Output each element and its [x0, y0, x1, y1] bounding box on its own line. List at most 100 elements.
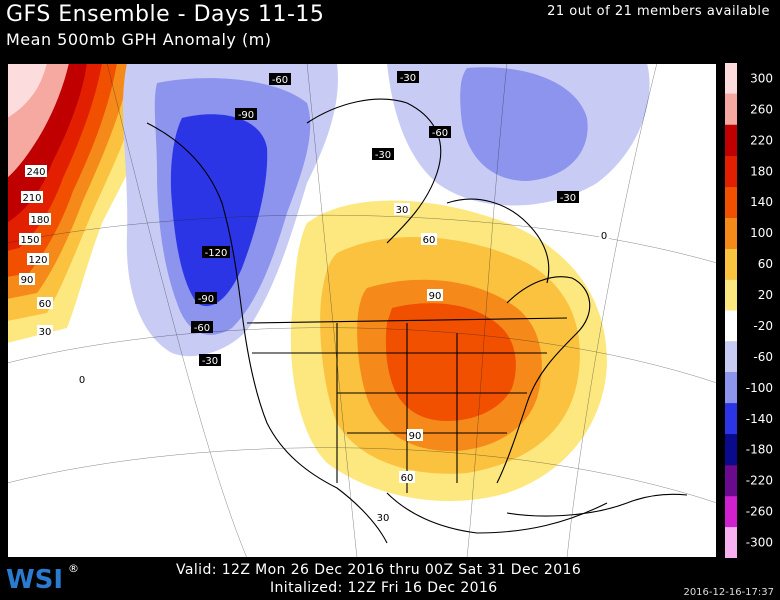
legend-label: -20 — [753, 319, 773, 333]
contour-label: 120 — [28, 255, 47, 266]
legend-label: -220 — [746, 474, 773, 488]
contour-label-bg — [19, 233, 41, 245]
legend-label: 20 — [758, 288, 773, 302]
contour-label: -60 — [432, 128, 448, 139]
contour-label-bg — [27, 253, 49, 265]
contour-label: -120 — [205, 248, 228, 259]
contour-labels: 240 210 180 150 120 90 60 30 0 -60 -90 -30 -120 -90 -6… — [19, 71, 609, 524]
legend-label: -180 — [746, 443, 773, 457]
color-legend: 300 260 220 180 140 100 60 20 -20 -60 -100 -140 -180… — [725, 63, 773, 558]
contour-label-bg — [599, 229, 609, 241]
valid-period: Valid: 12Z Mon 26 Dec 2016 thru 00Z Sat … — [176, 562, 582, 578]
map-subtitle: Mean 500mb GPH Anomaly (m) — [6, 30, 272, 49]
anomaly-map: 240 210 180 150 120 90 60 30 0 -60 -90 -30 -120 -90 -6… — [7, 63, 717, 558]
contour-label: 60 — [423, 235, 436, 246]
graticule — [7, 63, 717, 558]
contour-label-bg — [421, 233, 437, 245]
legend-swatch — [725, 124, 737, 156]
contour-label-bg — [235, 108, 257, 120]
contour-label: 180 — [30, 215, 49, 226]
contour-label: 90 — [21, 275, 34, 286]
contour-label-bg — [372, 148, 394, 160]
legend-label: -60 — [753, 350, 773, 364]
legend-label: 260 — [750, 102, 773, 116]
contour-label: 210 — [22, 193, 41, 204]
legend-label: -100 — [746, 381, 773, 395]
east-ridge — [290, 200, 607, 502]
legend-label: 180 — [750, 164, 773, 178]
wsi-logo-mark-icon: ® — [68, 562, 79, 575]
legend-label: 60 — [758, 257, 773, 271]
coastlines — [146, 98, 688, 544]
legend-label: 300 — [750, 71, 773, 85]
contour-label: -60 — [272, 75, 288, 86]
legend-label: 140 — [750, 195, 773, 209]
legend-swatch — [725, 403, 737, 435]
legend-swatch — [725, 186, 737, 218]
legend-swatch — [725, 248, 737, 280]
legend-label: -260 — [746, 505, 773, 519]
contour-label: -30 — [560, 193, 576, 204]
contour-label: -30 — [202, 356, 218, 367]
contour-label: 150 — [20, 235, 39, 246]
legend-swatch — [725, 465, 737, 497]
contour-label: -30 — [375, 150, 391, 161]
members-available: 21 out of 21 members available — [547, 4, 770, 19]
initialized-time: Initalized: 12Z Fri 16 Dec 2016 — [270, 580, 498, 596]
legend-swatch — [725, 372, 737, 404]
contour-label-bg — [427, 289, 443, 301]
contour-label: 0 — [601, 231, 607, 242]
contour-label-bg — [429, 126, 451, 138]
contour-label-bg — [191, 321, 213, 333]
legend-label: -300 — [746, 536, 773, 550]
legend-swatch — [725, 434, 737, 466]
contour-label-bg — [19, 273, 35, 285]
contour-label: 240 — [26, 167, 45, 178]
contour-label-bg — [25, 165, 47, 177]
legend-label: 100 — [750, 226, 773, 240]
contour-label: 90 — [409, 431, 422, 442]
contour-label-bg — [202, 246, 230, 258]
contour-label-bg — [407, 429, 423, 441]
contour-label: 90 — [429, 291, 442, 302]
legend-label: 220 — [750, 133, 773, 147]
contour-label-bg — [397, 71, 419, 83]
timestamp: 2016-12-16-17:37 — [683, 587, 774, 598]
contour-label: -90 — [238, 110, 254, 121]
contour-label: 60 — [401, 473, 414, 484]
contour-label: 30 — [39, 327, 52, 338]
contour-label-bg — [37, 297, 53, 309]
contour-label-bg — [394, 203, 410, 215]
contour-label-bg — [375, 511, 391, 523]
legend-swatch — [725, 310, 737, 342]
legend-swatch — [725, 217, 737, 249]
contour-label: 30 — [396, 205, 409, 216]
legend-swatch — [725, 93, 737, 125]
contour-label-bg — [37, 325, 53, 337]
legend-swatch — [725, 496, 737, 528]
contour-label: 0 — [79, 375, 85, 386]
contour-label: -60 — [194, 323, 210, 334]
wsi-logo: WSI — [6, 565, 64, 595]
contour-label-bg — [399, 471, 415, 483]
west-trough — [122, 63, 338, 357]
legend-label: -140 — [746, 412, 773, 426]
contour-label-bg — [557, 191, 579, 203]
contour-label-bg — [77, 373, 87, 385]
contour-label: -30 — [400, 73, 416, 84]
legend-swatch — [725, 279, 737, 311]
legend-swatch — [725, 63, 737, 94]
contour-label-bg — [195, 292, 217, 304]
contour-label: 30 — [377, 513, 390, 524]
contour-label-bg — [29, 213, 51, 225]
contour-label-bg — [21, 191, 43, 203]
contour-label: 60 — [39, 299, 52, 310]
contour-label-bg — [269, 73, 291, 85]
contour-label-bg — [199, 354, 221, 366]
legend-swatch — [725, 527, 737, 558]
legend-swatch — [725, 155, 737, 187]
legend-swatch — [725, 341, 737, 373]
map-title: GFS Ensemble - Days 11-15 — [6, 2, 325, 27]
contour-label: -90 — [198, 294, 214, 305]
east-trough — [387, 63, 650, 206]
